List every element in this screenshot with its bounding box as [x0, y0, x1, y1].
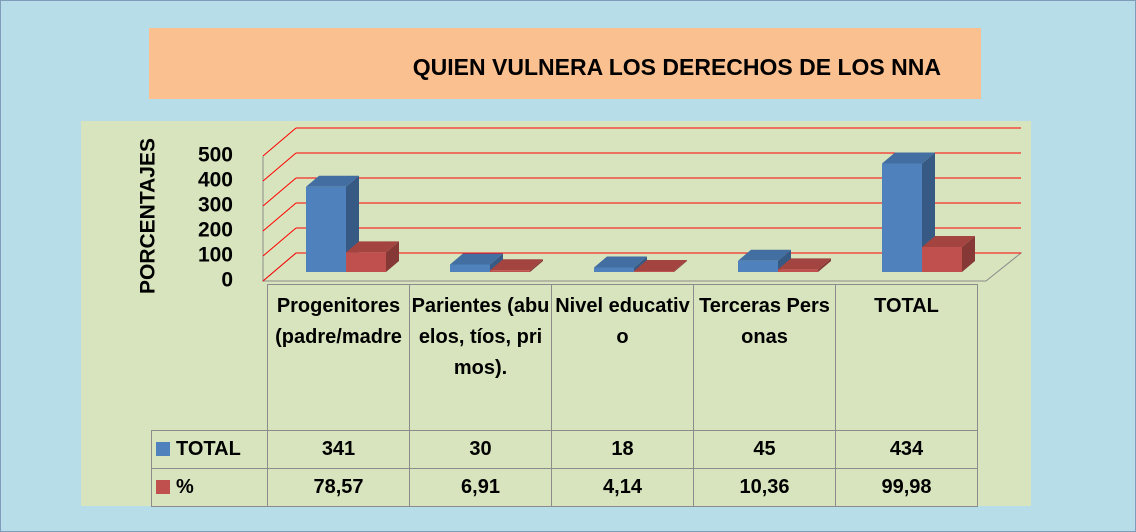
legend-entry: %: [151, 468, 268, 507]
data-label: 30: [409, 430, 552, 469]
data-label: 78,57: [267, 468, 410, 507]
bar-side: [778, 249, 791, 272]
category-label: Progenitores (padre/madre: [267, 284, 410, 431]
y-tick-label: 0: [221, 269, 233, 292]
legend-swatch: [156, 480, 170, 494]
data-label: 4,14: [551, 468, 694, 507]
row: % 78,57 6,91 4,14 10,36 99,98: [151, 468, 978, 507]
bar-top: [922, 236, 975, 248]
bar-side: [530, 259, 543, 272]
grid-line: [262, 127, 297, 157]
bar-side: [490, 253, 503, 272]
y-tick-label: 200: [198, 219, 233, 242]
bar-top: [882, 152, 935, 164]
legend-entry: TOTAL: [151, 430, 268, 469]
bar-top: [490, 259, 543, 271]
grid-line: [262, 177, 297, 207]
category-label: Terceras Personas: [693, 284, 836, 431]
grid-line: [262, 227, 297, 257]
y-axis-label: PORCENTAJES: [137, 138, 160, 294]
title-box: QUIEN VULNERA LOS DERECHOS DE LOS NNA: [149, 28, 981, 99]
bar-side: [962, 236, 975, 272]
category-label: Nivel educativo: [551, 284, 694, 431]
data-label: 18: [551, 430, 694, 469]
bar-top: [594, 256, 647, 268]
header-row: Progenitores (padre/madre Parientes (abue…: [152, 284, 978, 431]
bar-top: [346, 241, 399, 253]
bar-side: [674, 259, 687, 272]
bar: [634, 270, 674, 272]
bar: [306, 186, 346, 272]
data-table: Progenitores (padre/madre Parientes (abue…: [151, 284, 978, 507]
data-label: 45: [693, 430, 836, 469]
bar: [778, 269, 818, 272]
bar: [490, 270, 530, 272]
grid-line: [262, 202, 297, 232]
grid-line: [262, 152, 297, 182]
bar-top: [634, 259, 687, 271]
bar-side: [386, 241, 399, 272]
y-tick-label: 300: [198, 194, 233, 217]
bar-top: [738, 249, 791, 261]
legend-swatch: [156, 442, 170, 456]
bar-side: [634, 256, 647, 272]
legend-label: %: [176, 476, 194, 498]
row: TOTAL 341 30 18 45 434: [151, 430, 978, 469]
data-label: 10,36: [693, 468, 836, 507]
bar: [882, 163, 922, 272]
chart-title: QUIEN VULNERA LOS DERECHOS DE LOS NNA: [412, 54, 941, 80]
y-tick-label: 500: [198, 144, 233, 167]
grid-line: [262, 252, 297, 282]
bar-top: [306, 175, 359, 187]
bar-side: [818, 258, 831, 272]
category-label: Parientes (abuelos, tíos, primos).: [409, 284, 552, 431]
data-label: 99,98: [835, 468, 978, 507]
y-tick-label: 400: [198, 169, 233, 192]
data-label: 6,91: [409, 468, 552, 507]
bar-top: [450, 253, 503, 265]
bar: [922, 247, 962, 272]
category-label: TOTAL: [835, 284, 978, 431]
y-tick-label: 100: [198, 244, 233, 267]
legend-label: TOTAL: [176, 438, 241, 460]
bar: [346, 252, 386, 272]
bar: [450, 264, 490, 272]
bar: [738, 260, 778, 272]
corner: [152, 285, 268, 431]
bar: [594, 267, 634, 272]
data-label: 341: [267, 430, 410, 469]
data-label: 434: [835, 430, 978, 469]
bar-top: [778, 258, 831, 270]
